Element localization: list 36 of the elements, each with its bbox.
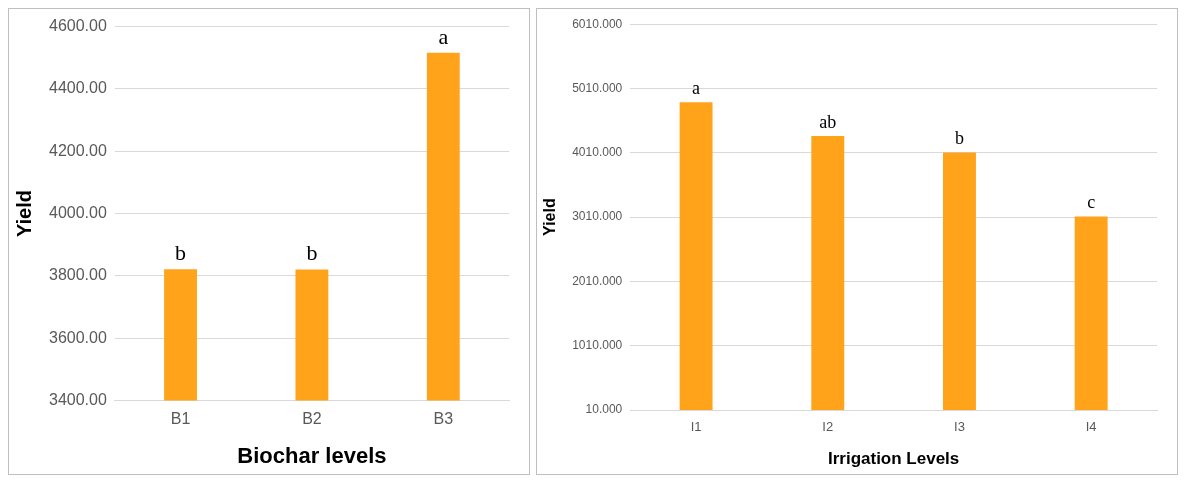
x-tick-label: I4 xyxy=(1085,419,1097,435)
bar xyxy=(943,152,976,410)
y-tick-label: 3010.000 xyxy=(572,209,623,224)
bar xyxy=(811,136,845,410)
y-tick-label: 4200.00 xyxy=(48,141,107,159)
annotation: b xyxy=(175,240,187,266)
x-tick-label: I3 xyxy=(954,419,965,435)
x-tick-label: I1 xyxy=(690,419,702,435)
bar xyxy=(1074,216,1108,410)
annotation: b xyxy=(306,240,318,266)
annotation: c xyxy=(1087,192,1096,213)
y-tick-label: 3600.00 xyxy=(48,328,107,346)
y-tick-label: 1010.000 xyxy=(572,338,623,353)
y-tick-label: 4000.00 xyxy=(48,203,107,221)
x-axis-title: Irrigation Levels xyxy=(827,449,960,469)
x-tick-label: B2 xyxy=(302,410,322,428)
y-tick-label: 3400.00 xyxy=(48,390,107,408)
annotation: a xyxy=(438,23,449,49)
annotation: ab xyxy=(819,111,837,132)
y-tick-label: 4600.00 xyxy=(48,17,107,35)
y-tick-label: 5010.000 xyxy=(572,80,623,95)
y-tick-label: 2010.000 xyxy=(572,273,623,288)
y-tick-label: 6010.000 xyxy=(572,16,623,31)
y-tick-label: 4400.00 xyxy=(48,79,107,97)
y-axis-title: Yield xyxy=(12,189,35,238)
x-axis-title: Biochar levels xyxy=(237,442,387,468)
annotation: a xyxy=(692,78,701,99)
x-tick-label: B3 xyxy=(433,410,454,428)
bar xyxy=(679,102,713,410)
x-tick-label: B1 xyxy=(170,410,191,428)
annotation: b xyxy=(954,128,964,149)
x-tick-label: I2 xyxy=(822,419,834,435)
y-tick-label: 4010.000 xyxy=(572,145,623,160)
y-tick-label: 10.000 xyxy=(585,402,623,417)
y-tick-label: 3800.00 xyxy=(48,266,107,284)
y-axis-title: Yield xyxy=(541,198,559,236)
